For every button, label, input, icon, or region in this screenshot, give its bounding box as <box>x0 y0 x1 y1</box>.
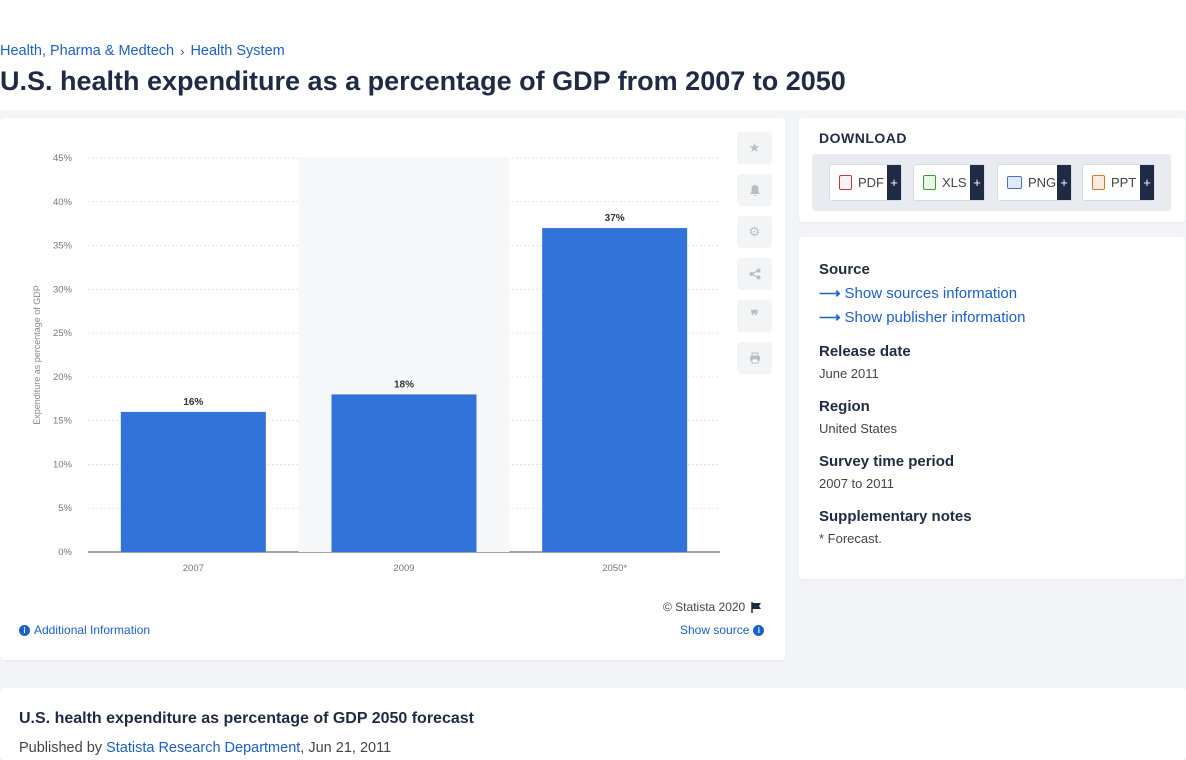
breadcrumb: Health, Pharma & Medtech › Health System <box>0 43 285 59</box>
copyright: © Statista 2020 <box>663 600 762 614</box>
download-xls-button[interactable]: XLS + <box>913 164 985 201</box>
download-pdf-plus[interactable]: + <box>887 165 901 200</box>
y-tick-label: 35% <box>53 241 73 252</box>
favorite-button[interactable]: ★ <box>737 132 772 164</box>
info-icon: i <box>19 624 30 636</box>
additional-information-link[interactable]: i Additional Information <box>19 623 150 637</box>
ppt-icon <box>1092 175 1105 190</box>
print-button[interactable] <box>737 342 772 374</box>
header-area <box>0 0 1186 110</box>
png-icon <box>1007 176 1022 189</box>
show-publisher-label: Show publisher information <box>844 308 1026 326</box>
download-card: DOWNLOAD PDF + XLS + PNG + PPT + <box>799 118 1185 222</box>
data-label: 37% <box>605 213 625 224</box>
publish-date: , Jun 21, 2011 <box>300 740 392 756</box>
arrow-right-icon: ⟶ <box>819 309 841 326</box>
breadcrumb-item-health-system[interactable]: Health System <box>190 43 285 59</box>
x-tick-label: 2050* <box>602 563 627 574</box>
region-value: United States <box>819 421 898 436</box>
y-tick-label: 15% <box>53 416 73 427</box>
bar-chart: 0% 5% 10% 15% 20% 25% 30% 35% 40% 45% 16% 2007 18% 20… <box>32 153 720 574</box>
y-axis-label: Expenditure as percentage of GDP <box>32 285 42 425</box>
published-by-line: Published by Statista Research Departmen… <box>19 740 391 756</box>
notification-button[interactable] <box>737 174 772 206</box>
region-label: Region <box>819 398 870 415</box>
download-ppt-button[interactable]: PPT + <box>1082 164 1155 201</box>
share-icon <box>749 268 760 280</box>
download-heading: DOWNLOAD <box>819 130 907 146</box>
survey-period-value: 2007 to 2011 <box>819 476 894 491</box>
arrow-right-icon: ⟶ <box>819 285 841 302</box>
star-icon: ★ <box>748 140 761 155</box>
y-tick-label: 10% <box>53 459 73 470</box>
description-card: U.S. health expenditure as percentage of… <box>0 688 1186 760</box>
share-button[interactable] <box>737 258 772 290</box>
show-source-link[interactable]: Show source i <box>680 623 765 637</box>
copyright-text: © Statista 2020 <box>663 600 746 614</box>
x-tick-label: 2009 <box>393 563 414 574</box>
supplementary-notes-label: Supplementary notes <box>819 508 972 525</box>
show-publisher-link[interactable]: ⟶ Show publisher information <box>819 308 1026 327</box>
statistic-details-card: Source ⟶ Show sources information ⟶ Show… <box>799 237 1185 579</box>
xls-icon <box>923 175 936 190</box>
y-tick-label: 30% <box>53 284 73 295</box>
y-tick-label: 20% <box>53 372 73 383</box>
download-pdf-button[interactable]: PDF + <box>829 164 902 201</box>
chart-card: 0% 5% 10% 15% 20% 25% 30% 35% 40% 45% 16% 2007 18% 20… <box>0 118 785 660</box>
data-label: 18% <box>394 379 414 390</box>
gear-icon: ⚙ <box>748 224 761 239</box>
download-ppt-plus[interactable]: + <box>1140 165 1154 200</box>
x-tick-label: 2007 <box>183 563 204 574</box>
print-icon <box>749 352 760 364</box>
breadcrumb-separator: › <box>180 43 185 59</box>
cite-button[interactable]: ❞ <box>737 300 772 332</box>
description-title: U.S. health expenditure as percentage of… <box>19 710 474 727</box>
quote-icon: ❞ <box>750 308 759 325</box>
download-ppt-label: PPT <box>1111 175 1137 190</box>
download-png-plus[interactable]: + <box>1057 165 1071 200</box>
page-title: U.S. health expenditure as a percentage … <box>0 66 846 96</box>
show-sources-label: Show sources information <box>844 284 1018 302</box>
survey-period-label: Survey time period <box>819 453 955 470</box>
settings-button[interactable]: ⚙ <box>737 216 772 248</box>
y-tick-label: 0% <box>58 547 72 558</box>
download-xls-plus[interactable]: + <box>970 165 984 200</box>
published-by-text: Published by <box>19 740 107 756</box>
download-png-label: PNG <box>1028 175 1057 190</box>
release-date-value: June 2011 <box>819 366 879 381</box>
pdf-icon <box>839 175 852 190</box>
download-xls-label: XLS <box>942 175 967 190</box>
download-bar: PDF + XLS + PNG + PPT + <box>812 154 1171 211</box>
y-tick-label: 40% <box>53 197 73 208</box>
release-date-label: Release date <box>819 343 911 360</box>
y-tick-label: 45% <box>53 153 73 164</box>
download-png-button[interactable]: PNG + <box>997 164 1072 201</box>
publisher-link[interactable]: Statista Research Department <box>106 740 301 756</box>
supplementary-notes-value: * Forecast. <box>819 531 882 546</box>
breadcrumb-item-health[interactable]: Health, Pharma & Medtech <box>0 43 175 59</box>
flag-icon[interactable] <box>751 601 762 613</box>
y-tick-label: 5% <box>58 503 72 514</box>
bar[interactable] <box>542 228 688 552</box>
download-pdf-label: PDF <box>858 175 884 190</box>
show-sources-link[interactable]: ⟶ Show sources information <box>819 284 1018 303</box>
bell-icon <box>749 184 760 196</box>
data-label: 16% <box>183 397 203 408</box>
additional-information-label: Additional Information <box>34 623 151 637</box>
bar[interactable] <box>120 411 266 552</box>
show-source-label: Show source <box>680 623 750 637</box>
bar[interactable] <box>331 394 477 552</box>
y-tick-label: 25% <box>53 328 73 339</box>
source-label: Source <box>819 261 870 278</box>
info-icon: i <box>753 624 765 636</box>
